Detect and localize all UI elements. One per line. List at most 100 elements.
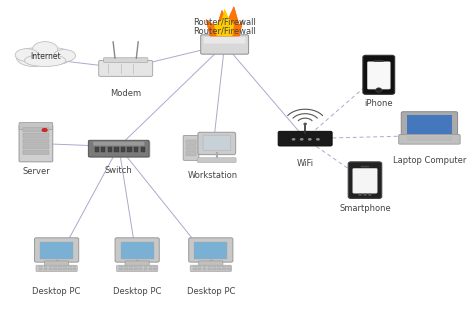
FancyBboxPatch shape: [144, 268, 147, 269]
FancyBboxPatch shape: [186, 151, 196, 156]
FancyBboxPatch shape: [108, 147, 112, 152]
FancyBboxPatch shape: [353, 168, 377, 193]
FancyBboxPatch shape: [208, 268, 211, 269]
FancyBboxPatch shape: [227, 267, 231, 268]
FancyBboxPatch shape: [374, 60, 383, 62]
FancyBboxPatch shape: [217, 267, 221, 268]
FancyBboxPatch shape: [401, 112, 457, 137]
FancyBboxPatch shape: [278, 131, 332, 146]
FancyBboxPatch shape: [114, 147, 118, 152]
FancyBboxPatch shape: [45, 261, 69, 266]
FancyBboxPatch shape: [44, 267, 47, 268]
FancyBboxPatch shape: [348, 162, 382, 198]
Text: WiFi: WiFi: [297, 159, 314, 168]
FancyBboxPatch shape: [63, 267, 67, 268]
FancyBboxPatch shape: [125, 261, 149, 266]
FancyBboxPatch shape: [73, 269, 76, 270]
FancyBboxPatch shape: [217, 269, 221, 270]
Ellipse shape: [54, 50, 75, 62]
FancyBboxPatch shape: [23, 139, 49, 143]
FancyBboxPatch shape: [44, 268, 47, 269]
FancyBboxPatch shape: [148, 269, 152, 270]
Polygon shape: [206, 7, 243, 36]
FancyBboxPatch shape: [23, 133, 49, 137]
FancyBboxPatch shape: [40, 242, 73, 259]
FancyBboxPatch shape: [144, 269, 147, 270]
FancyBboxPatch shape: [99, 61, 153, 76]
FancyBboxPatch shape: [148, 267, 152, 268]
FancyBboxPatch shape: [58, 269, 62, 270]
FancyBboxPatch shape: [129, 267, 133, 268]
FancyBboxPatch shape: [198, 132, 236, 155]
FancyBboxPatch shape: [63, 268, 67, 269]
FancyBboxPatch shape: [129, 269, 133, 270]
FancyBboxPatch shape: [48, 267, 52, 268]
Text: Desktop PC: Desktop PC: [187, 287, 235, 296]
FancyBboxPatch shape: [54, 269, 57, 270]
FancyBboxPatch shape: [222, 269, 226, 270]
FancyBboxPatch shape: [23, 150, 49, 155]
FancyBboxPatch shape: [212, 269, 216, 270]
FancyBboxPatch shape: [407, 116, 452, 134]
FancyBboxPatch shape: [208, 267, 211, 268]
FancyBboxPatch shape: [134, 269, 137, 270]
FancyBboxPatch shape: [36, 265, 77, 272]
Text: Router/Firewall: Router/Firewall: [193, 27, 256, 36]
Ellipse shape: [16, 48, 51, 67]
FancyBboxPatch shape: [222, 268, 226, 269]
Circle shape: [42, 128, 47, 132]
Ellipse shape: [15, 49, 38, 62]
FancyBboxPatch shape: [198, 268, 201, 269]
FancyBboxPatch shape: [212, 267, 216, 268]
FancyBboxPatch shape: [186, 146, 196, 150]
FancyBboxPatch shape: [23, 128, 49, 132]
FancyBboxPatch shape: [68, 269, 72, 270]
FancyBboxPatch shape: [58, 267, 62, 268]
FancyBboxPatch shape: [124, 267, 128, 268]
FancyBboxPatch shape: [183, 136, 199, 160]
Ellipse shape: [24, 54, 66, 67]
FancyBboxPatch shape: [95, 147, 99, 152]
FancyBboxPatch shape: [189, 238, 233, 262]
FancyBboxPatch shape: [129, 268, 133, 269]
FancyBboxPatch shape: [88, 140, 149, 157]
FancyBboxPatch shape: [203, 135, 230, 150]
FancyBboxPatch shape: [361, 166, 369, 167]
FancyBboxPatch shape: [203, 268, 206, 269]
FancyBboxPatch shape: [194, 242, 228, 259]
FancyBboxPatch shape: [103, 58, 148, 62]
FancyBboxPatch shape: [203, 269, 206, 270]
FancyBboxPatch shape: [190, 265, 231, 272]
FancyBboxPatch shape: [124, 268, 128, 269]
FancyBboxPatch shape: [139, 267, 142, 268]
FancyBboxPatch shape: [193, 267, 197, 268]
FancyBboxPatch shape: [227, 269, 231, 270]
FancyBboxPatch shape: [198, 267, 201, 268]
FancyBboxPatch shape: [119, 267, 123, 268]
FancyBboxPatch shape: [93, 142, 145, 146]
Circle shape: [363, 194, 367, 196]
FancyBboxPatch shape: [115, 238, 159, 262]
FancyBboxPatch shape: [198, 269, 201, 270]
FancyBboxPatch shape: [101, 147, 105, 152]
FancyBboxPatch shape: [128, 147, 132, 152]
FancyBboxPatch shape: [212, 268, 216, 269]
FancyBboxPatch shape: [63, 269, 67, 270]
Text: Desktop PC: Desktop PC: [113, 287, 161, 296]
FancyBboxPatch shape: [199, 261, 223, 266]
FancyBboxPatch shape: [124, 269, 128, 270]
Text: Modem: Modem: [110, 89, 141, 98]
Circle shape: [358, 194, 362, 196]
FancyBboxPatch shape: [134, 267, 137, 268]
FancyBboxPatch shape: [399, 135, 460, 144]
FancyBboxPatch shape: [203, 267, 206, 268]
Text: iPhone: iPhone: [365, 99, 393, 108]
FancyBboxPatch shape: [367, 62, 390, 89]
FancyBboxPatch shape: [73, 268, 76, 269]
Circle shape: [292, 138, 295, 141]
FancyBboxPatch shape: [134, 268, 137, 269]
FancyBboxPatch shape: [48, 269, 52, 270]
Ellipse shape: [42, 48, 72, 65]
FancyBboxPatch shape: [154, 268, 157, 269]
FancyBboxPatch shape: [54, 268, 57, 269]
